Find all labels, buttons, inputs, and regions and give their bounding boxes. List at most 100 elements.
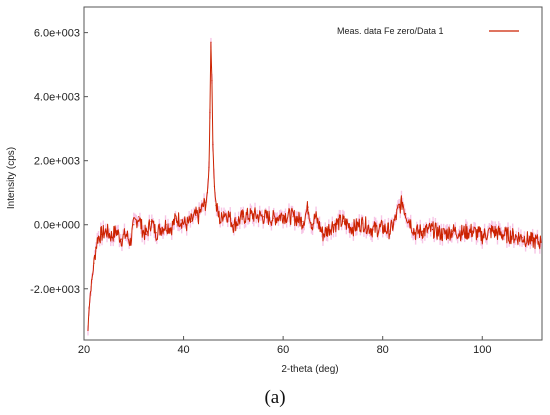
- data-point: [252, 214, 254, 216]
- data-point: [431, 228, 434, 231]
- data-point: [133, 224, 135, 226]
- y-tick-label: -2.0e+003: [30, 284, 80, 296]
- data-point: [210, 41, 212, 43]
- data-point: [213, 185, 216, 187]
- data-point: [511, 235, 513, 237]
- data-point: [200, 209, 202, 211]
- data-point: [129, 241, 131, 243]
- data-point: [115, 230, 117, 232]
- data-point: [138, 216, 140, 218]
- data-point: [540, 241, 542, 243]
- data-point: [97, 236, 99, 239]
- data-point: [421, 230, 424, 232]
- data-point: [217, 214, 220, 216]
- data-point: [91, 278, 93, 280]
- data-point: [362, 222, 364, 224]
- data-point: [197, 216, 200, 218]
- data-point: [521, 236, 523, 239]
- data-point: [208, 166, 210, 168]
- data-point: [87, 329, 89, 331]
- data-point: [125, 233, 127, 235]
- data-point: [441, 233, 444, 235]
- data-point: [372, 228, 374, 231]
- data-point: [120, 238, 122, 240]
- data-point: [394, 219, 396, 221]
- data-point: [501, 233, 503, 235]
- data-point: [105, 230, 108, 232]
- data-point: [481, 235, 483, 237]
- data-point: [262, 216, 264, 218]
- x-tick-label: 60: [277, 344, 289, 356]
- data-point: [180, 219, 182, 221]
- data-point: [451, 230, 453, 232]
- data-point: [89, 291, 92, 293]
- x-tick-label: 80: [377, 344, 389, 356]
- data-point: [93, 262, 95, 264]
- x-tick-label: 40: [177, 344, 189, 356]
- x-axis-title: 2-theta (deg): [281, 364, 338, 375]
- y-tick-label: 2.0e+003: [34, 156, 80, 168]
- data-point: [160, 227, 162, 229]
- data-point: [332, 224, 334, 226]
- axis-layer: 20 40 60 80 100 -2.0e+003 0.0e+000 2.0e+003 4.0e…: [30, 28, 491, 356]
- data-point: [282, 214, 284, 216]
- data-point: [110, 235, 112, 237]
- data-point: [307, 206, 309, 208]
- data-point: [175, 217, 177, 219]
- data-point: [190, 220, 192, 223]
- data-point: [220, 220, 222, 223]
- y-tick-label: 6.0e+003: [34, 28, 80, 40]
- y-tick-label: 0.0e+000: [34, 220, 80, 232]
- data-point: [165, 224, 167, 226]
- data-point: [150, 220, 152, 223]
- data-point: [195, 214, 197, 216]
- data-point: [382, 227, 384, 229]
- legend-label: Meas. data Fe zero/Data 1: [337, 26, 444, 36]
- data-point: [314, 216, 317, 218]
- data-point: [311, 224, 313, 226]
- x-tick-label: 20: [78, 344, 90, 356]
- data-point: [409, 220, 411, 223]
- plot-frame: [83, 6, 543, 341]
- series-line: [87, 42, 542, 331]
- data-point: [215, 204, 217, 207]
- data-point: [209, 112, 211, 114]
- data-point: [461, 232, 463, 234]
- data-point: [342, 220, 344, 223]
- data-point: [227, 214, 229, 216]
- data-point: [404, 212, 407, 215]
- legend: Meas. data Fe zero/Data 1: [337, 26, 519, 36]
- data-point: [202, 204, 205, 207]
- data-point: [95, 246, 97, 248]
- data-point: [142, 230, 144, 232]
- data-point: [292, 216, 294, 218]
- data-point: [205, 201, 207, 203]
- data-point: [88, 307, 90, 309]
- data-point: [491, 230, 493, 232]
- data-point: [398, 206, 400, 208]
- data-point: [302, 220, 304, 223]
- data-point: [232, 224, 234, 226]
- data-point: [414, 232, 416, 234]
- data-point: [100, 233, 103, 235]
- panel-label: (a): [264, 387, 285, 408]
- data-point: [352, 227, 354, 229]
- data-point: [471, 230, 473, 232]
- data-point: [212, 144, 214, 146]
- data-point: [242, 216, 244, 218]
- error-band-layer: [87, 37, 542, 336]
- data-point: [145, 233, 147, 235]
- y-axis-title: Intensity (cps): [6, 147, 17, 209]
- data-point: [211, 80, 213, 82]
- data-point: [322, 233, 324, 235]
- data-point: [170, 227, 172, 229]
- x-tick-label: 100: [473, 344, 491, 356]
- data-point: [272, 217, 274, 219]
- data-point: [402, 201, 404, 203]
- y-tick-label: 4.0e+003: [34, 92, 80, 104]
- data-point: [531, 240, 533, 242]
- data-layer: [87, 41, 542, 331]
- data-point: [185, 224, 187, 226]
- data-point: [206, 192, 209, 194]
